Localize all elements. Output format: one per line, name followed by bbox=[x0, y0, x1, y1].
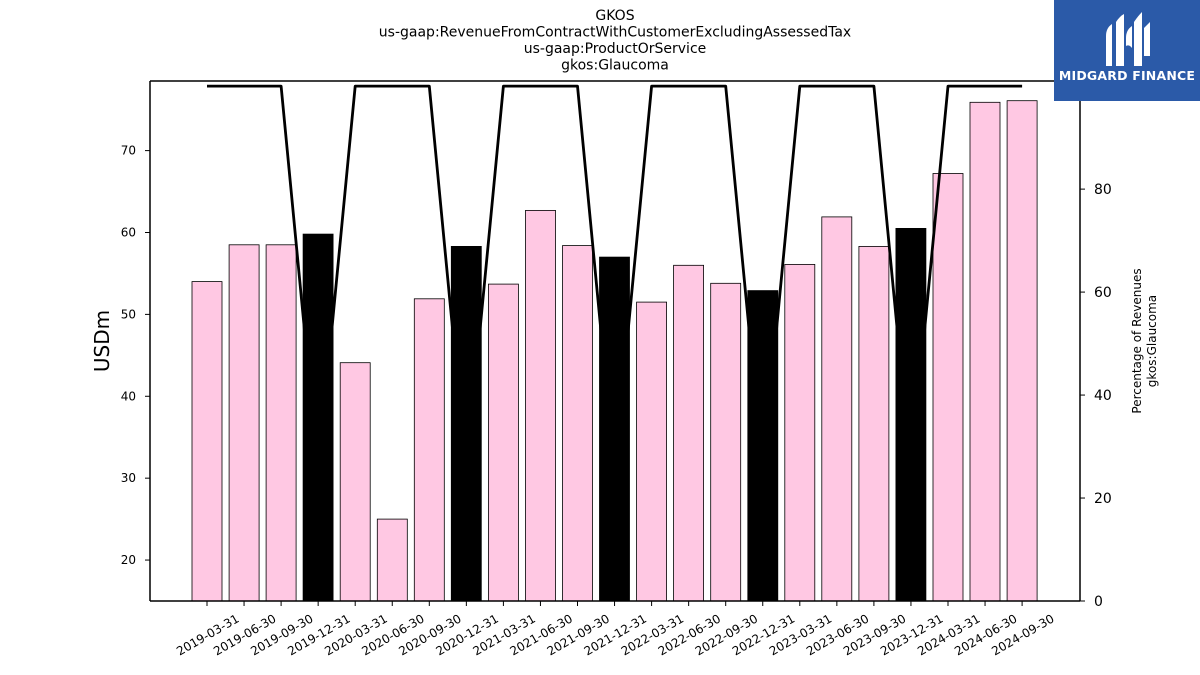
chart-title: GKOSus-gaap:RevenueFromContractWithCusto… bbox=[379, 8, 851, 74]
y2-axis-label-1: gkos:Glaucoma bbox=[1145, 295, 1159, 387]
midgard-logo-icon bbox=[1106, 12, 1150, 66]
bar-2020-12-31 bbox=[450, 245, 482, 602]
bar-2019-09-30 bbox=[265, 244, 297, 602]
y2-ticks-group: 020406080100 bbox=[1080, 79, 1121, 610]
y2-tick-label-60: 60 bbox=[1094, 285, 1112, 301]
y-tick-label-40: 40 bbox=[121, 389, 136, 403]
bar-2022-09-30 bbox=[710, 282, 742, 602]
bar-2023-03-31 bbox=[784, 263, 816, 602]
bar-2020-09-30 bbox=[413, 298, 445, 602]
y2-tick-label-20: 20 bbox=[1094, 491, 1112, 507]
x-ticks-group: 2019-03-312019-06-302019-09-302019-12-31… bbox=[174, 601, 1057, 658]
y2-axis-label-0: Percentage of Revenues bbox=[1130, 268, 1144, 413]
bar-2020-06-30 bbox=[376, 518, 408, 602]
bar-2019-03-31 bbox=[191, 281, 223, 602]
bar-2022-12-31 bbox=[747, 290, 779, 602]
bar-2022-03-31 bbox=[636, 301, 667, 602]
bar-2023-09-30 bbox=[858, 245, 890, 602]
title-line-0: GKOS bbox=[595, 8, 634, 24]
y2-tick-label-0: 0 bbox=[1094, 594, 1103, 610]
bar-2021-09-30 bbox=[562, 245, 593, 602]
midgard-finance-logo: MIDGARD FINANCE bbox=[1054, 0, 1200, 101]
bar-2021-03-31 bbox=[487, 283, 519, 602]
bar-2024-06-30 bbox=[969, 101, 1001, 602]
bar-2024-03-31 bbox=[932, 173, 964, 602]
y2-tick-label-40: 40 bbox=[1094, 388, 1112, 404]
y-tick-label-60: 60 bbox=[121, 225, 136, 239]
bar-2022-06-30 bbox=[673, 264, 704, 602]
y-tick-label-30: 30 bbox=[121, 471, 136, 485]
bar-2021-06-30 bbox=[525, 209, 556, 602]
bar-2024-09-30 bbox=[1006, 100, 1038, 602]
bar-2019-12-31 bbox=[302, 233, 334, 602]
bar-2019-06-30 bbox=[228, 244, 260, 602]
title-line-1: us-gaap:RevenueFromContractWithCustomerE… bbox=[379, 25, 851, 41]
bar-2023-06-30 bbox=[821, 216, 853, 602]
y-tick-label-70: 70 bbox=[121, 144, 136, 158]
y-ticks-group: 20 30 40 50 60 70 bbox=[121, 144, 150, 567]
title-line-2: us-gaap:ProductOrService bbox=[524, 41, 707, 57]
y-axis-label: USDm bbox=[90, 310, 114, 372]
axis-labels-group: USDm Percentage of Revenues gkos:Glaucoma bbox=[90, 268, 1159, 413]
bars-group bbox=[191, 100, 1038, 602]
bar-2021-12-31 bbox=[599, 256, 630, 602]
y2-tick-label-80: 80 bbox=[1094, 182, 1112, 198]
title-line-3: gkos:Glaucoma bbox=[561, 58, 669, 74]
y-tick-label-50: 50 bbox=[121, 307, 136, 321]
percentage-line bbox=[207, 84, 1023, 474]
percentage-line-group bbox=[207, 84, 1023, 474]
y-tick-label-20: 20 bbox=[121, 553, 136, 567]
bar-2020-03-31 bbox=[339, 362, 371, 602]
logo-text: MIDGARD FINANCE bbox=[1058, 68, 1196, 83]
bar-2023-12-31 bbox=[895, 227, 927, 602]
